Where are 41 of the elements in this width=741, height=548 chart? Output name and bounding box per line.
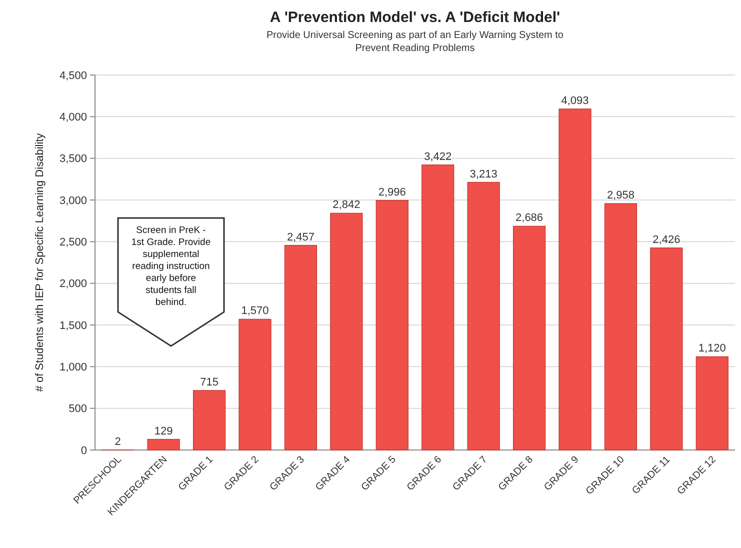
y-tick-label: 2,000 [59, 278, 87, 290]
bar [147, 438, 180, 450]
y-tick-label: 3,000 [59, 194, 87, 207]
bar [512, 226, 546, 450]
y-tick-label: 4,000 [59, 112, 87, 124]
bar [284, 244, 318, 450]
data-label: 2,996 [378, 186, 406, 198]
bar [376, 200, 408, 450]
bar [192, 390, 226, 450]
data-label: 4,093 [561, 94, 589, 107]
bar [696, 356, 728, 450]
bar [238, 318, 272, 450]
y-tick-label: 2,500 [59, 236, 87, 249]
chart-subtitle: Provide Universal Screening as part of an Early Warning System to Prevent Reading Problems [266, 30, 564, 54]
data-label: 2,457 [286, 231, 314, 244]
bar [558, 108, 592, 450]
data-label: 2,426 [652, 234, 680, 246]
data-label: 3,422 [424, 150, 452, 163]
data-label: 129 [154, 425, 173, 438]
y-tick-label: 3,500 [59, 153, 87, 166]
data-label: 2 [114, 436, 121, 448]
y-tick-label: 1,500 [59, 320, 87, 332]
data-label: 1,120 [698, 342, 726, 355]
bar [330, 212, 363, 450]
y-tick-label: 1,000 [59, 362, 87, 374]
y-tick-label: 500 [68, 403, 87, 416]
data-label: 2,842 [332, 199, 360, 212]
y-tick-label: 4,500 [59, 70, 87, 82]
data-label: 3,213 [470, 168, 498, 180]
y-tick-label: 0 [80, 444, 87, 457]
y-axis-title: # of Students with IEP for Specific Learning Disability [34, 132, 46, 392]
bar [604, 203, 638, 450]
data-label: 1,570 [241, 305, 269, 318]
data-label: 2,958 [606, 190, 634, 202]
data-label: 2,686 [516, 212, 544, 224]
bar [422, 164, 454, 450]
bar [467, 182, 500, 450]
annotation: Screen in PreK - 1st Grade. Provide supplemental reading instruction early before students fall behind. [131, 225, 211, 308]
data-label: 715 [200, 376, 218, 388]
bar [650, 248, 683, 450]
chart-title: A 'Prevention Model' vs. A 'Deficit Model' [270, 9, 560, 26]
